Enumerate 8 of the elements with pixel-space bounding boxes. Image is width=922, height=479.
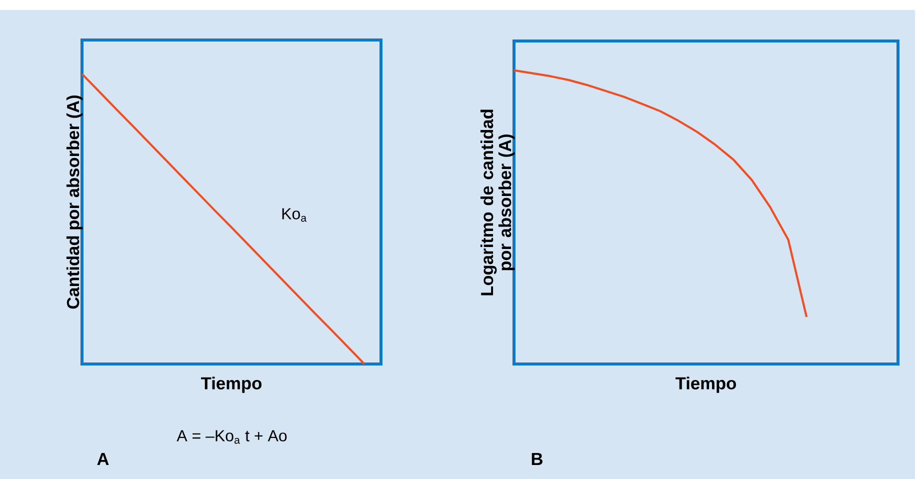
y-axis-title: Logaritmo de cantidad por absorber (A) [480, 110, 515, 296]
x-axis-title: Tiempo [201, 376, 262, 393]
text: B [532, 453, 542, 465]
text: A = –Ko$_{a}$ t + Ao [176, 430, 287, 444]
x-axis-title: Tiempo [676, 376, 736, 393]
y-axis-title: Cantidad por absorber (A) [66, 95, 83, 309]
text: A [97, 453, 109, 465]
annotation: Ko$_{a}$ [282, 208, 307, 222]
